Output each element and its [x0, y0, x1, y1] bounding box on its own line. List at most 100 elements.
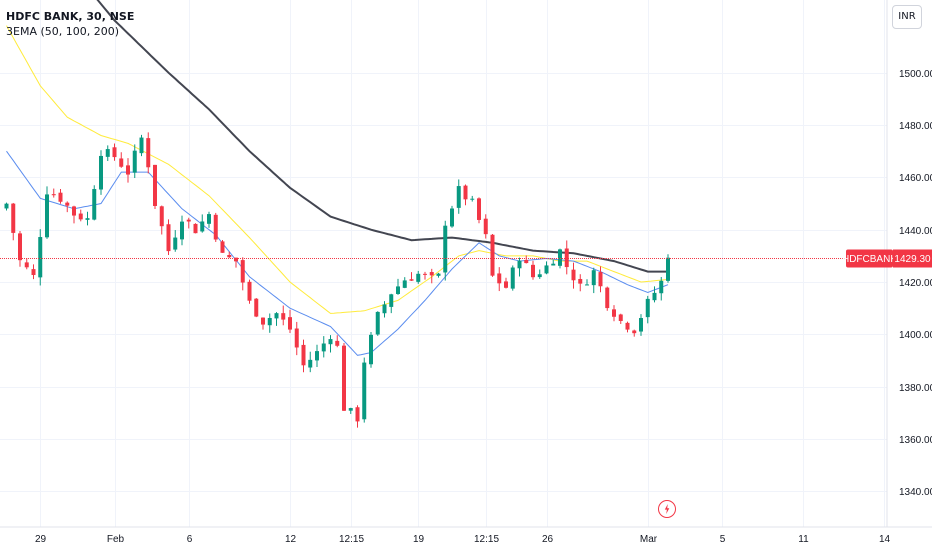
time-tick-label: 19 — [413, 534, 425, 545]
price-tick-label: 1340.00 — [899, 487, 932, 498]
lightning-icon — [664, 504, 670, 514]
candle-body — [72, 206, 76, 216]
candle-body — [585, 284, 589, 286]
candle-body — [571, 269, 576, 281]
candle-body — [274, 313, 279, 319]
candle-body — [510, 267, 515, 289]
price-tag — [893, 249, 932, 268]
symbol-title[interactable]: HDFC BANK, 30, NSE — [6, 10, 135, 23]
candle-body — [288, 317, 292, 330]
candle-body — [531, 264, 535, 278]
candle-body — [38, 237, 43, 278]
candle-body — [58, 192, 63, 202]
candle-body — [612, 309, 616, 317]
candle-body — [321, 343, 326, 352]
candle-body — [639, 318, 643, 332]
candle-body — [645, 298, 650, 318]
time-tick-label: 26 — [542, 534, 554, 545]
time-tick-label: 6 — [187, 534, 193, 545]
candle-body — [31, 269, 36, 276]
price-tick-label: 1480.00 — [899, 121, 932, 132]
time-tick-label: 14 — [879, 534, 891, 545]
candle-body — [139, 137, 144, 154]
candle-body — [470, 198, 475, 200]
candle-body — [173, 237, 178, 250]
candle-body — [342, 345, 346, 411]
candle-body — [396, 286, 400, 295]
candle-body — [65, 202, 70, 206]
candle-body — [186, 219, 191, 222]
candle-body — [281, 313, 286, 320]
candle-body — [463, 185, 468, 200]
time-tick-label: 12:15 — [474, 534, 499, 545]
candle-body — [294, 328, 299, 348]
time-tick-label: Feb — [107, 534, 125, 545]
candlestick-series — [4, 132, 670, 428]
price-tag-value: 1429.30 — [894, 254, 931, 265]
currency-button[interactable]: INR — [892, 5, 922, 29]
last-price-tag: HDFCBANK 1429.30 — [842, 249, 932, 268]
candle-body — [504, 281, 508, 288]
candle-body — [429, 272, 434, 276]
candle-body — [132, 150, 137, 173]
time-tick-label: 12:15 — [339, 534, 364, 545]
candle-body — [146, 138, 151, 168]
candle-body — [591, 270, 596, 286]
candle-body — [362, 362, 367, 420]
candle-body — [456, 186, 461, 208]
time-tick-label: 5 — [720, 534, 726, 545]
candle-body — [267, 317, 272, 326]
candle-body — [308, 359, 313, 368]
time-tick-label: 11 — [798, 534, 809, 545]
candle-body — [409, 279, 414, 281]
candle-body — [261, 317, 265, 325]
candle-body — [369, 334, 373, 365]
candle-body — [105, 149, 110, 157]
candle-body — [85, 218, 90, 220]
price-tick-label: 1400.00 — [899, 330, 932, 341]
candle-body — [666, 257, 670, 281]
indicator-title[interactable]: 3EMA (50, 100, 200) — [6, 25, 120, 38]
candle-body — [578, 278, 583, 284]
candle-body — [4, 203, 9, 209]
candle-body — [625, 322, 630, 330]
events-flash-icon[interactable] — [658, 500, 676, 518]
price-tick-label: 1500.00 — [899, 69, 932, 80]
candle-body — [618, 314, 623, 321]
candle-body — [112, 147, 117, 158]
time-axis: 29 Feb 6 12 12:15 19 12:15 26 Mar 5 11 14 — [35, 534, 891, 545]
candle-body — [78, 213, 83, 220]
candle-body — [605, 287, 610, 309]
candle-body — [24, 262, 29, 268]
symbol-tag-label: HDFCBANK — [842, 254, 897, 265]
candle-body — [180, 221, 184, 240]
candle-body — [450, 208, 454, 227]
candle-body — [558, 249, 562, 266]
candle-body — [544, 265, 549, 274]
candle-body — [126, 165, 130, 175]
price-tick-label: 1440.00 — [899, 226, 932, 237]
candle-body — [207, 214, 211, 224]
candle-body — [537, 274, 542, 278]
candle-body — [159, 206, 164, 227]
candle-body — [51, 194, 56, 196]
candle-body — [328, 339, 333, 345]
price-axis: 1340.00 1360.00 1380.00 1400.00 1420.00 1440.… — [899, 69, 932, 498]
candle-body — [234, 257, 238, 262]
candle-body — [193, 223, 198, 234]
candle-body — [335, 340, 340, 346]
candle-body — [247, 281, 252, 301]
time-tick-label: Mar — [640, 534, 658, 545]
price-tick-label: 1420.00 — [899, 278, 932, 289]
candle-body — [11, 203, 16, 233]
candle-body — [436, 273, 441, 276]
candle-body — [213, 214, 218, 240]
candle-body — [598, 272, 603, 287]
candle-body — [18, 233, 22, 261]
candle-body — [389, 294, 394, 307]
ema-50-line — [6, 150, 669, 356]
candle-body — [301, 344, 306, 366]
candle-body — [416, 273, 421, 282]
candle-body — [402, 280, 407, 288]
